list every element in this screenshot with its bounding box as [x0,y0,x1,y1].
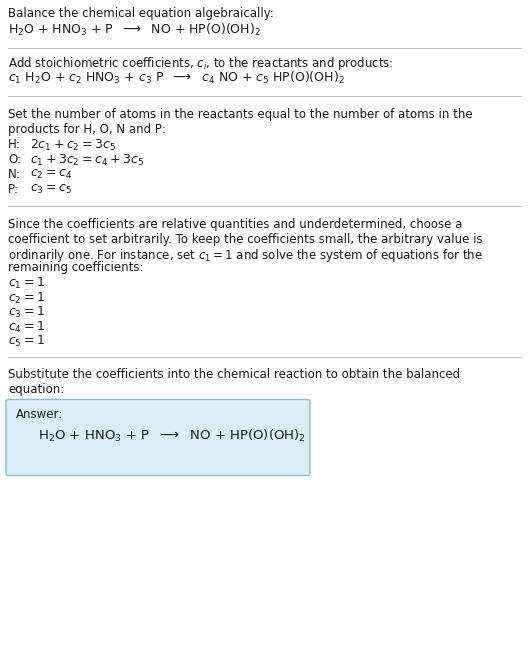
Text: $c_2 = 1$: $c_2 = 1$ [8,291,45,305]
Text: coefficient to set arbitrarily. To keep the coefficients small, the arbitrary va: coefficient to set arbitrarily. To keep … [8,232,482,245]
Text: $2 c_1 + c_2 = 3 c_5$: $2 c_1 + c_2 = 3 c_5$ [30,138,116,153]
Text: Balance the chemical equation algebraically:: Balance the chemical equation algebraica… [8,7,274,20]
Text: H$_2$O + HNO$_3$ + P  $\longrightarrow$  NO + HP(O)(OH)$_2$: H$_2$O + HNO$_3$ + P $\longrightarrow$ N… [38,428,306,444]
Text: P:: P: [8,183,19,196]
Text: equation:: equation: [8,383,64,396]
Text: Since the coefficients are relative quantities and underdetermined, choose a: Since the coefficients are relative quan… [8,218,462,231]
Text: $c_5 = 1$: $c_5 = 1$ [8,334,45,349]
Text: H$_2$O + HNO$_3$ + P  $\longrightarrow$  NO + HP(O)(OH)$_2$: H$_2$O + HNO$_3$ + P $\longrightarrow$ N… [8,21,261,38]
Text: $c_3 = 1$: $c_3 = 1$ [8,305,45,320]
Text: Set the number of atoms in the reactants equal to the number of atoms in the: Set the number of atoms in the reactants… [8,108,472,121]
Text: O:: O: [8,153,21,166]
Text: $c_1$ H$_2$O + $c_2$ HNO$_3$ + $c_3$ P  $\longrightarrow$  $c_4$ NO + $c_5$ HP(O: $c_1$ H$_2$O + $c_2$ HNO$_3$ + $c_3$ P $… [8,70,345,86]
Text: H:: H: [8,138,21,151]
Text: $c_4 = 1$: $c_4 = 1$ [8,320,45,334]
Text: N:: N: [8,168,21,181]
Text: $c_1 + 3 c_2 = c_4 + 3 c_5$: $c_1 + 3 c_2 = c_4 + 3 c_5$ [30,153,144,168]
Text: Answer:: Answer: [16,408,63,421]
Text: Add stoichiometric coefficients, $c_i$, to the reactants and products:: Add stoichiometric coefficients, $c_i$, … [8,56,394,72]
Text: $c_2 = c_4$: $c_2 = c_4$ [30,168,72,181]
Text: ordinarily one. For instance, set $c_1 = 1$ and solve the system of equations fo: ordinarily one. For instance, set $c_1 =… [8,247,483,264]
Text: Substitute the coefficients into the chemical reaction to obtain the balanced: Substitute the coefficients into the che… [8,369,460,382]
Text: remaining coefficients:: remaining coefficients: [8,261,143,274]
FancyBboxPatch shape [6,399,310,476]
Text: products for H, O, N and P:: products for H, O, N and P: [8,122,166,135]
Text: $c_1 = 1$: $c_1 = 1$ [8,276,45,291]
Text: $c_3 = c_5$: $c_3 = c_5$ [30,183,72,196]
